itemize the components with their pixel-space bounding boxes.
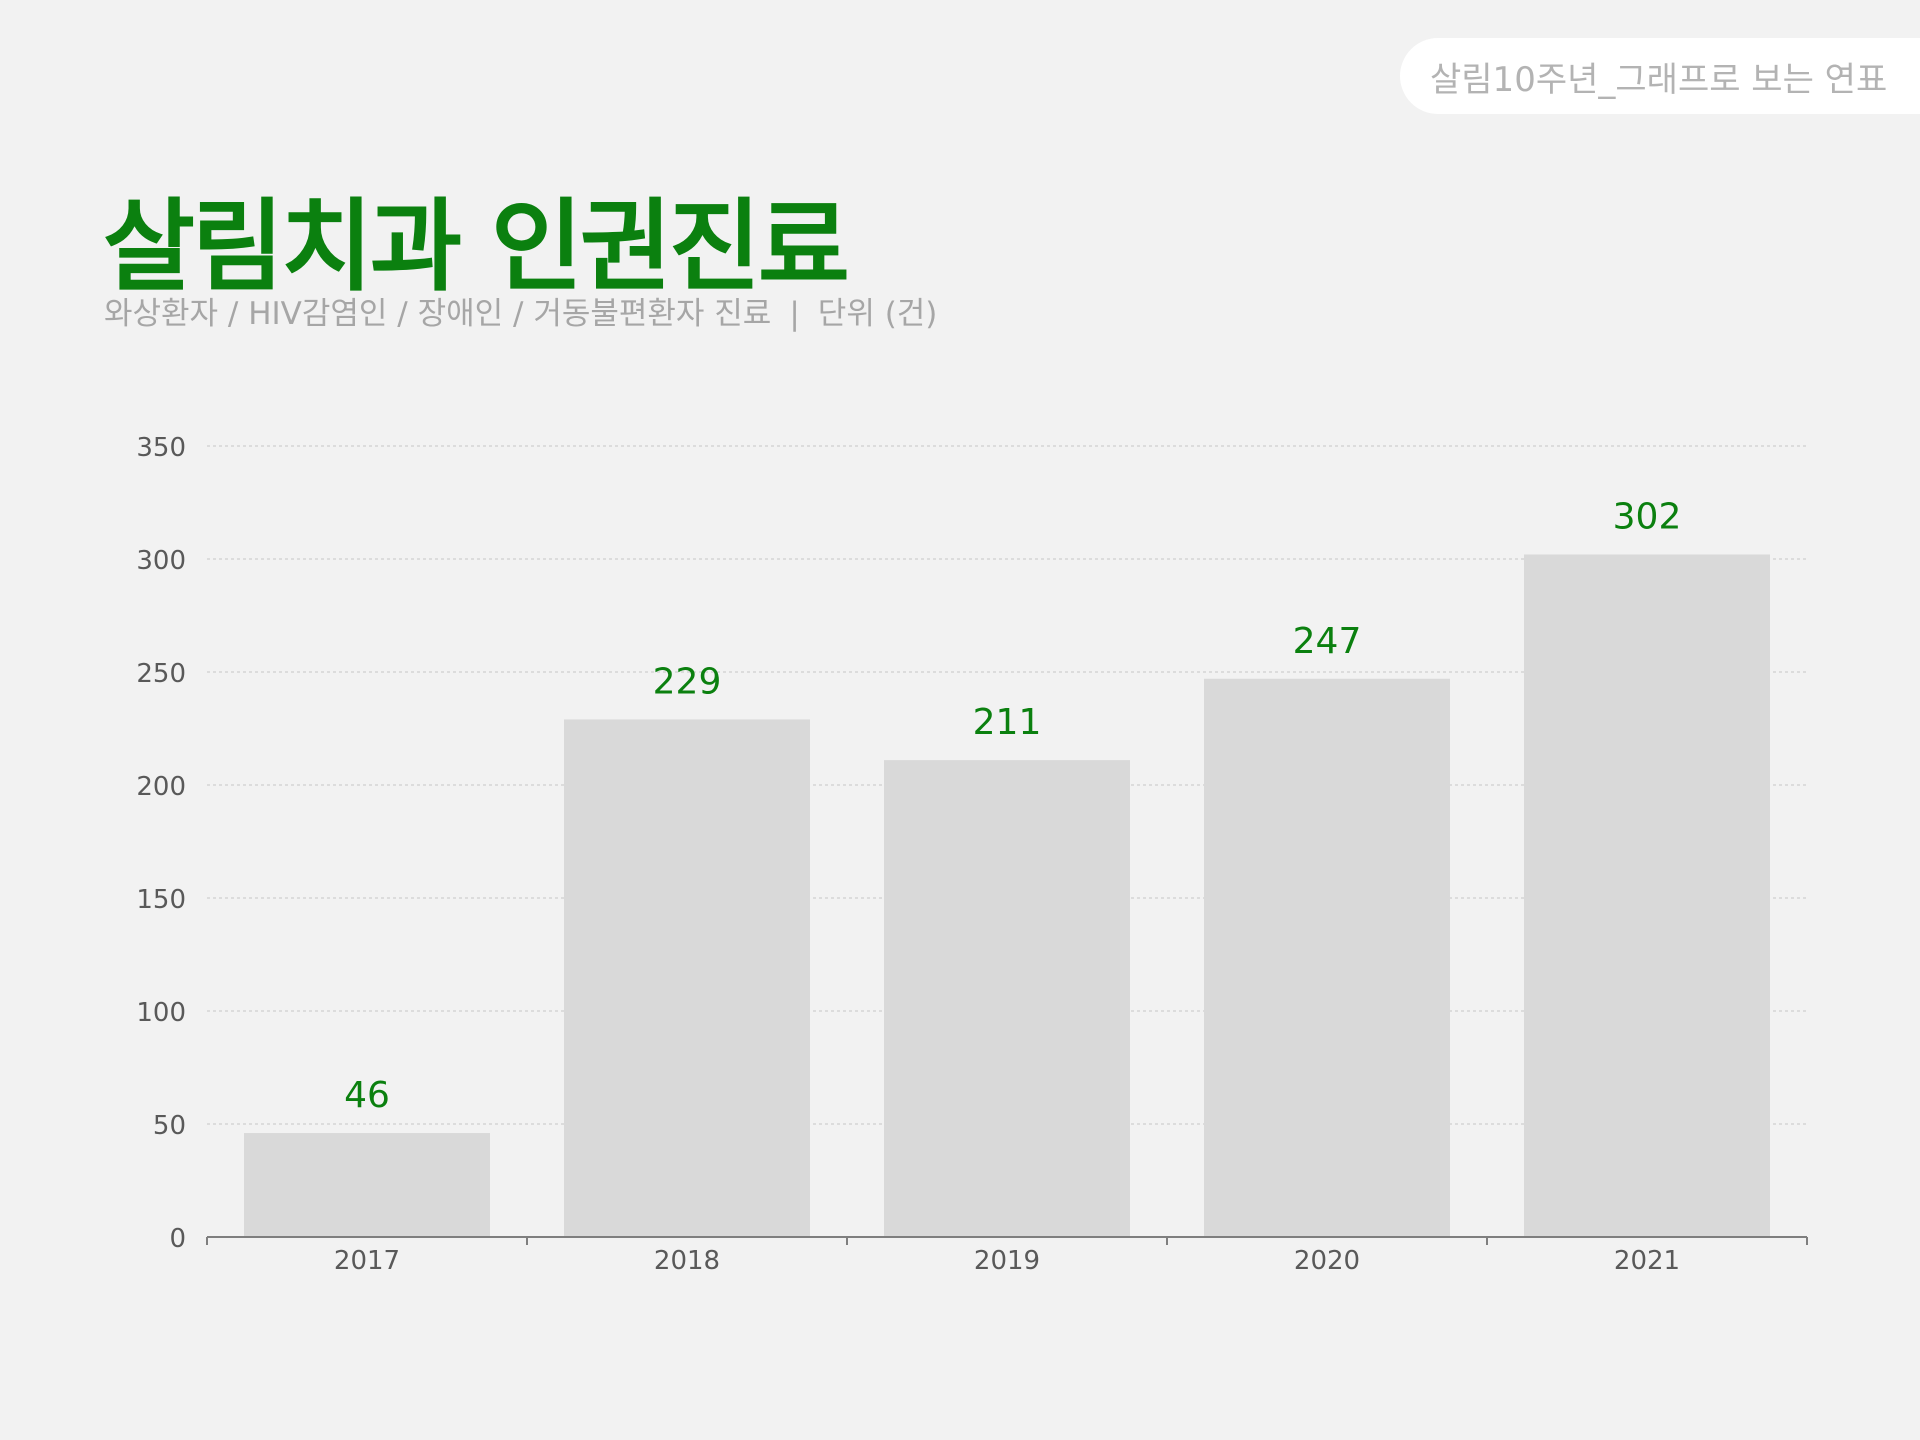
bar-2018 [564, 719, 810, 1237]
page-subtitle: 와상환자 / HIV감염인 / 장애인 / 거동불편환자 진료 | 단위 (건) [104, 288, 937, 333]
bars [244, 554, 1770, 1237]
data-label-2020: 247 [1293, 621, 1362, 662]
axes [206, 1236, 1808, 1245]
bar-2020 [1204, 678, 1450, 1237]
y-tick-label: 150 [136, 885, 186, 915]
bar-2019 [884, 760, 1130, 1237]
y-tick-label: 50 [153, 1111, 186, 1141]
x-tick-label: 2018 [654, 1246, 720, 1276]
bar-2021 [1524, 554, 1770, 1237]
x-tick-label: 2021 [1614, 1246, 1680, 1276]
y-tick-label: 0 [169, 1224, 186, 1254]
data-label-2019: 211 [973, 702, 1042, 743]
subtitle-categories: 와상환자 / HIV감염인 / 장애인 / 거동불편환자 진료 [104, 296, 772, 332]
x-tick-label: 2020 [1294, 1246, 1360, 1276]
series-badge-label: 살림10주년_그래프로 보는 연표 [1430, 59, 1888, 100]
series-badge: 살림10주년_그래프로 보는 연표 [1400, 38, 1920, 114]
data-label-2021: 302 [1613, 496, 1682, 537]
data-label-2018: 229 [653, 661, 722, 702]
page-title: 살림치과 인권진료 [103, 188, 850, 305]
y-tick-label: 350 [136, 433, 186, 463]
x-tick-label: 2019 [974, 1246, 1040, 1276]
bar-2017 [244, 1133, 490, 1237]
labels: 0 50 100 150 200 250 300 350 46 2017 229 2018 211 201… [136, 433, 1681, 1276]
data-label-2017: 46 [344, 1075, 390, 1116]
subtitle-divider: | [789, 296, 800, 332]
subtitle-unit: 단위 (건) [817, 296, 938, 332]
x-tick-label: 2017 [334, 1246, 400, 1276]
y-tick-label: 250 [136, 659, 186, 689]
y-tick-label: 100 [136, 998, 186, 1028]
y-tick-label: 300 [136, 546, 186, 576]
y-tick-label: 200 [136, 772, 186, 802]
